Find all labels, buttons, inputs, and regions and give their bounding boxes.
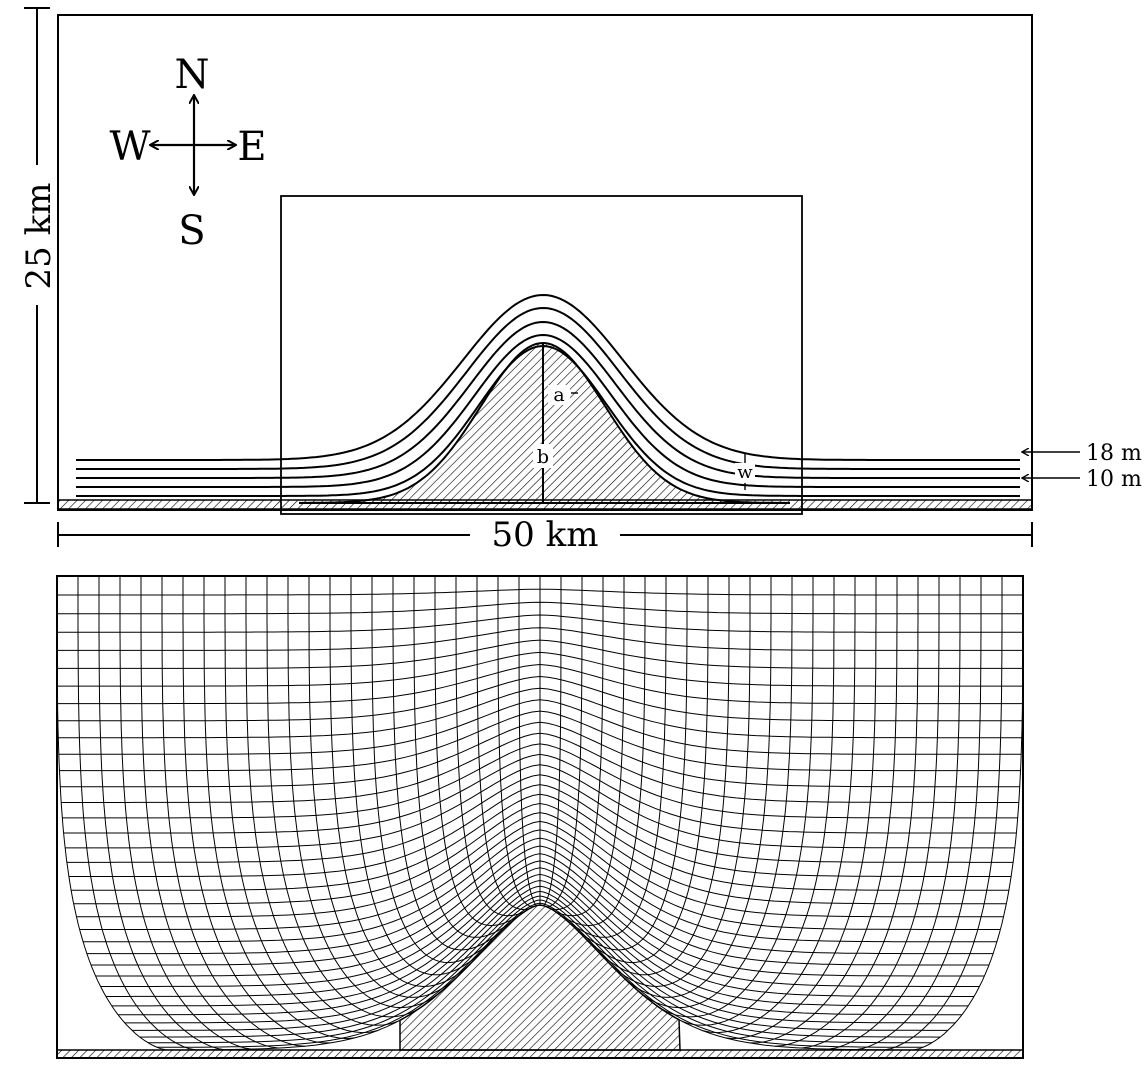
mesh-line-along [58,699,1022,755]
width-scale-label: 50 km [492,515,599,555]
mesh-line-cross [567,576,667,938]
mesh-line-along [61,732,1019,803]
mesh-line-cross [725,576,877,1040]
mesh-line-cross [585,576,709,964]
depth-18-label: 18 m [1086,441,1142,466]
mesh-line-along [148,899,932,1044]
mesh-line-cross [392,576,504,951]
depth-contour-1 [76,344,1020,497]
mesh-line-along [57,675,1023,722]
mesh-line-cross [308,576,455,998]
mesh-line-along [124,885,956,1024]
mesh-line-along [57,639,1023,669]
depth-contour-4 [76,306,1020,470]
mesh-line-cross [884,576,1003,1051]
mesh-line-along [57,651,1023,687]
plan-view-panel: a b w 18 m 10 m 25 km 50 km N S [19,7,1142,555]
mesh-line-cross [550,576,604,911]
mesh-line-along [60,721,1020,788]
mesh-line-cross [98,576,224,1051]
mesh-line-along [57,663,1023,705]
mesh-line-along [71,793,1009,891]
headland [299,341,791,504]
mesh-line-along [62,743,1018,819]
mesh-line-along [76,812,1004,918]
domain-outline [57,14,1033,511]
mesh-line-along [100,860,980,987]
mesh-coastline-hatch [56,1049,1024,1059]
mesh-line-cross [413,576,513,938]
mesh-line-along [65,764,1015,849]
mesh-headland [399,904,681,1051]
compass-rose: N S E W [109,52,266,254]
depth-contour-3 [76,320,1020,479]
mesh-line-cross [913,576,1024,1051]
mesh-line-along [57,614,1023,633]
a-label: a [553,384,564,406]
mesh-line-along [83,829,997,943]
mesh-line-along [59,710,1021,772]
mesh-line-along [86,837,994,955]
mesh-line-along [105,867,975,997]
mesh-line-cross [77,576,196,1051]
mesh-line-along [58,687,1022,739]
mesh-line-along [57,588,1023,596]
mesh-line-along [63,753,1017,834]
mesh-line-along [57,601,1023,615]
depth-contours [76,293,1020,497]
compass-west-label: W [109,124,150,170]
w-label: w [737,462,753,483]
mesh-line-cross [597,576,730,976]
mesh-line-cross [476,576,530,911]
mesh-line-along [66,774,1014,863]
mesh-line-along [91,845,989,966]
depth-contour-2 [76,333,1020,488]
compass-east-label: E [237,124,266,170]
mesh-panel [56,575,1024,1059]
mesh-line-along [111,873,969,1007]
mesh-line-cross [856,576,982,1051]
mesh-line-along [132,890,948,1031]
mesh-line-cross [576,576,688,951]
mesh-line-cross [371,576,495,964]
mesh-grid [56,576,1024,1051]
mesh-line-cross [56,576,167,1051]
compass-south-label: S [178,208,205,254]
mesh-line-along [157,902,923,1048]
compass-north-label: N [175,52,210,98]
mesh-line-cross [203,576,355,1040]
inner-domain-box [280,195,803,515]
mesh-line-along [79,820,1001,930]
depth-10-label: 10 m [1086,467,1142,492]
mesh-line-along [57,627,1023,651]
b-label: b [537,446,549,468]
height-scale-label: 25 km [19,183,59,290]
mesh-line-along [73,802,1007,905]
mesh-line-cross [542,576,562,906]
mesh-line-along [118,879,962,1016]
mesh-line-cross [518,576,538,906]
mesh-line-cross [625,576,772,998]
mesh-line-along [139,895,941,1038]
depth-contour-5 [76,293,1020,461]
mesh-line-along [68,784,1012,877]
mesh-line-cross [350,576,483,976]
mesh-line-along [95,853,985,977]
